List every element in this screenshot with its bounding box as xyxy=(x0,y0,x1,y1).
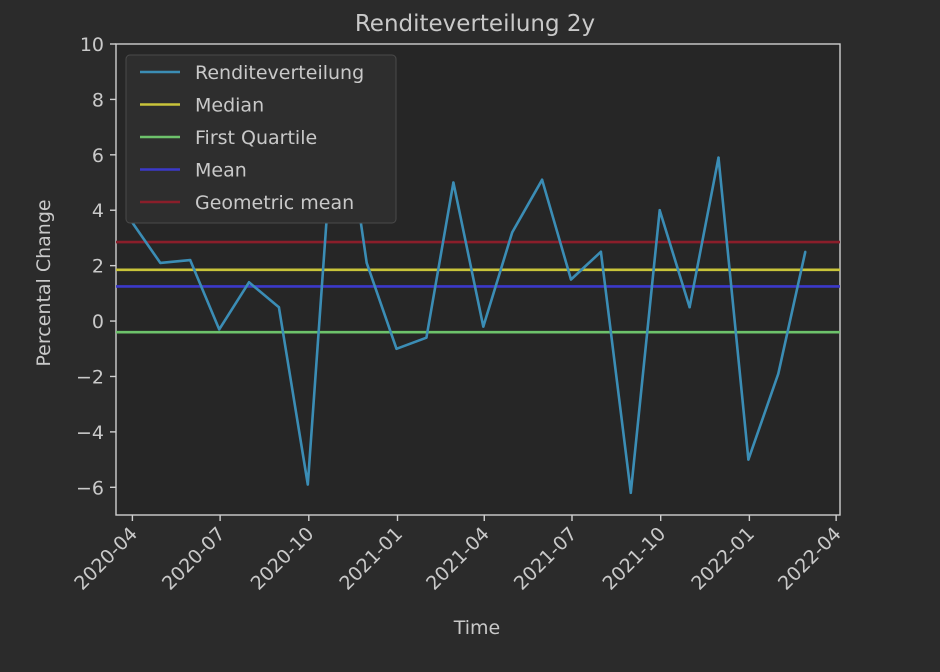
y-tick-label: 10 xyxy=(80,34,104,56)
data-point xyxy=(804,250,807,253)
data-point xyxy=(599,250,603,253)
data-point xyxy=(365,261,368,265)
data-point xyxy=(452,181,455,184)
y-tick-label: 8 xyxy=(92,89,104,111)
legend-label: Median xyxy=(195,95,264,117)
x-tick-label: 2020-10 xyxy=(247,523,319,595)
series-line-renditeverteilung xyxy=(130,62,807,495)
y-tick-label: 6 xyxy=(92,145,104,167)
x-tick-label: 2022-01 xyxy=(687,523,759,595)
data-point xyxy=(277,306,281,309)
legend-box xyxy=(125,54,397,224)
data-point xyxy=(306,483,310,486)
data-point xyxy=(688,306,691,309)
y-tick-label: 2 xyxy=(92,256,104,278)
data-point xyxy=(540,178,544,181)
data-point xyxy=(395,347,398,350)
x-tick-label: 2020-07 xyxy=(158,523,230,595)
data-point xyxy=(159,261,162,265)
data-point xyxy=(629,491,633,495)
x-tick-label: 2022-04 xyxy=(774,523,846,595)
data-point xyxy=(717,156,720,159)
x-tick-label: 2020-04 xyxy=(70,523,142,595)
x-tick-label: 2021-04 xyxy=(422,523,494,595)
data-point xyxy=(777,372,780,375)
legend-label: Mean xyxy=(195,160,247,182)
reference-lines xyxy=(116,240,840,334)
x-tick-label: 2021-07 xyxy=(510,523,582,595)
data-point xyxy=(482,325,485,328)
legend-label: First Quartile xyxy=(195,127,317,149)
chart-title: Renditeverteilung 2y xyxy=(355,11,595,37)
legend-label: Geometric mean xyxy=(195,192,354,214)
data-point xyxy=(217,328,221,331)
x-tick-label: 2021-10 xyxy=(599,523,671,595)
data-point xyxy=(247,281,251,284)
data-point xyxy=(425,336,428,339)
x-tick-label: 2021-01 xyxy=(335,523,407,595)
data-point xyxy=(658,209,661,212)
series-layer xyxy=(130,62,807,495)
y-axis-label: Percental Change xyxy=(33,199,55,366)
legend: Renditeverteilung Median First Quartile Mea… xyxy=(125,54,397,224)
y-tick-label: −4 xyxy=(76,422,104,444)
y-tick-label: 0 xyxy=(92,311,104,333)
data-point xyxy=(189,258,192,262)
y-tick-label: −6 xyxy=(76,477,104,499)
data-point xyxy=(747,458,750,461)
data-point xyxy=(511,231,514,234)
data-point xyxy=(569,278,573,281)
legend-label: Renditeverteilung xyxy=(195,62,364,84)
y-tick-label: −2 xyxy=(76,366,104,388)
x-axis-label: Time xyxy=(453,617,501,639)
y-tick-label: 4 xyxy=(92,200,104,222)
